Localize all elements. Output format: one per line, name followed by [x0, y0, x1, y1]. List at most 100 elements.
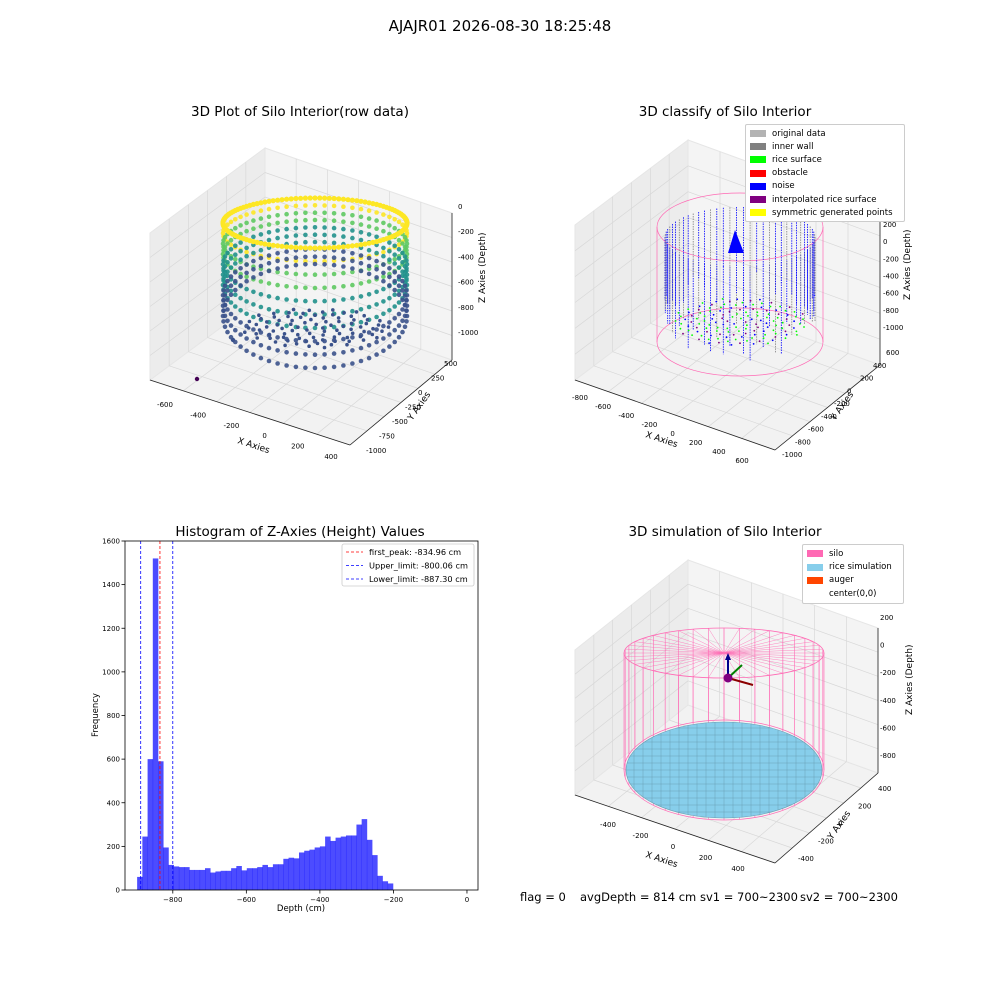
raw-floor-point — [351, 332, 355, 336]
raw-point — [229, 220, 234, 225]
raw-point — [244, 299, 249, 304]
histogram-x-tick-label: −600 — [237, 896, 256, 904]
raw-z-tick: -1000 — [458, 329, 478, 337]
classify-surface-point — [735, 339, 737, 341]
classify-surface-point — [786, 318, 788, 320]
raw-point — [322, 299, 327, 304]
raw-point — [367, 356, 372, 361]
raw-point — [259, 224, 264, 229]
histogram-y-tick-label: 1000 — [102, 668, 120, 676]
classify-surface-point — [699, 305, 701, 307]
raw-point — [229, 283, 234, 288]
classify-surface-point — [727, 341, 729, 343]
raw-point — [387, 320, 392, 325]
raw-floor-point — [321, 310, 325, 314]
raw-point — [403, 314, 408, 319]
raw-floor-point — [296, 333, 300, 337]
classify-surface-point — [785, 331, 787, 333]
raw-point — [275, 221, 280, 226]
raw-x-tick: -200 — [223, 422, 239, 430]
raw-point — [322, 352, 327, 357]
histogram-bar — [163, 847, 169, 890]
classify-legend: original data inner wall rice surface obsta… — [745, 124, 905, 222]
raw-point — [367, 248, 372, 253]
classify-surface-point — [751, 318, 753, 320]
raw-point — [251, 226, 256, 231]
raw-point — [387, 283, 392, 288]
raw-point — [350, 259, 355, 264]
classify-surface-point — [786, 334, 788, 336]
raw-point — [275, 259, 280, 264]
histogram-bar — [283, 859, 289, 890]
raw-point — [313, 240, 318, 245]
raw-floor-point — [362, 314, 366, 318]
raw-floor-point — [292, 308, 296, 312]
histogram-bar — [200, 870, 206, 890]
raw-point — [251, 302, 256, 307]
raw-point — [233, 304, 238, 309]
raw-point — [229, 256, 234, 261]
raw-point — [350, 221, 355, 226]
histogram-bar — [299, 852, 305, 890]
raw-point — [259, 208, 264, 213]
raw-point — [313, 254, 318, 259]
classify-legend-item: noise — [750, 180, 900, 193]
classify-surface-point — [764, 334, 766, 336]
classify-surface-point — [766, 322, 768, 324]
classify-surface-point — [745, 333, 747, 335]
raw-rim-point — [275, 198, 280, 203]
raw-point — [225, 330, 230, 335]
raw-point — [387, 257, 392, 262]
raw-point — [400, 288, 405, 293]
raw-point — [267, 261, 272, 266]
raw-point — [267, 359, 272, 364]
classify-plot-title: 3D classify of Silo Interior — [570, 104, 880, 120]
raw-point — [244, 229, 249, 234]
histogram-bar — [210, 873, 216, 890]
raw-point — [403, 325, 408, 330]
raw-point — [392, 270, 397, 275]
raw-point — [381, 254, 386, 259]
raw-point — [303, 262, 308, 267]
raw-point — [374, 275, 379, 280]
raw-point — [223, 303, 228, 308]
histogram-bar — [388, 883, 394, 890]
raw-point — [223, 293, 228, 298]
raw-point — [404, 278, 409, 283]
classify-surface-point — [779, 306, 781, 308]
simulation-x-tick: 200 — [699, 854, 712, 862]
histogram-bar — [137, 877, 143, 890]
legend-label: original data — [772, 129, 826, 139]
raw-point — [313, 232, 318, 237]
raw-point — [403, 293, 408, 298]
classify-legend-item: symmetric generated points — [750, 206, 900, 219]
raw-point — [404, 308, 409, 313]
classify-surface-point — [713, 314, 715, 316]
raw-point — [225, 288, 230, 293]
classify-legend-item: inner wall — [750, 140, 900, 153]
raw-rim-point — [332, 196, 337, 201]
histogram-bar — [289, 858, 295, 890]
raw-point — [400, 330, 405, 335]
histogram-frame — [125, 541, 478, 890]
raw-point — [244, 287, 249, 292]
raw-point — [397, 256, 402, 261]
raw-point — [284, 284, 289, 289]
classify-surface-point — [718, 342, 720, 344]
raw-point — [374, 235, 379, 240]
classify-surface-point — [803, 326, 805, 328]
legend-label: obstacle — [772, 168, 808, 178]
classify-y-tick: -1000 — [782, 451, 802, 459]
classify-surface-point — [755, 323, 757, 325]
raw-rim-point — [284, 197, 289, 202]
legend-label: inner wall — [772, 142, 813, 152]
classify-legend-item: interpolated rice surface — [750, 193, 900, 206]
raw-point — [350, 228, 355, 233]
raw-point — [303, 240, 308, 245]
raw-point — [374, 259, 379, 264]
raw-floor-point — [321, 326, 325, 330]
raw-floor-point — [331, 308, 335, 312]
classify-z-label: Z Axies (Depth) — [903, 229, 913, 300]
raw-point — [397, 335, 402, 340]
raw-point — [313, 203, 318, 208]
